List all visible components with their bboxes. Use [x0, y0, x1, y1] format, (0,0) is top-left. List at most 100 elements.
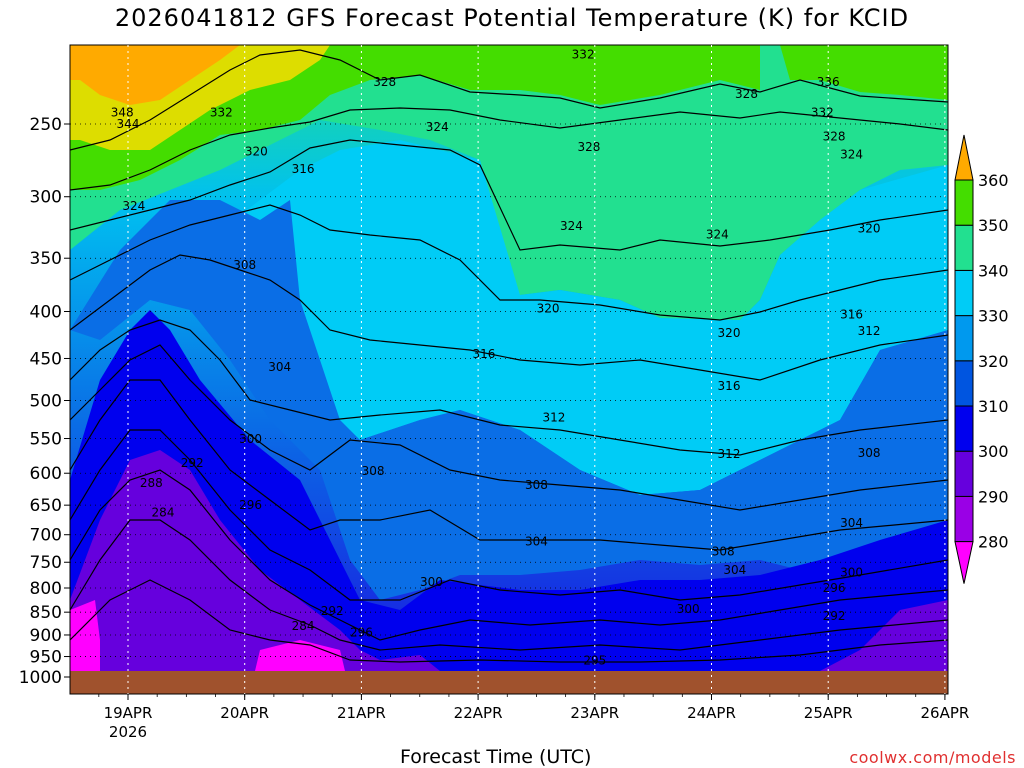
contour-label: 284	[152, 505, 175, 519]
contour-label: 312	[858, 324, 881, 338]
colorbar-band	[954, 269, 974, 317]
x-axis-label: Forecast Time (UTC)	[400, 746, 592, 768]
contour-label: 316	[718, 379, 741, 393]
contour-label: 328	[373, 75, 396, 89]
gridlines	[70, 45, 948, 694]
x-tick-label: 24APR	[687, 704, 736, 722]
contour-label: 308	[362, 464, 385, 478]
contour-label: 300	[239, 432, 262, 446]
y-tick-label: 550	[30, 430, 62, 450]
colorbar-band	[954, 179, 974, 226]
contour-label: 288	[140, 476, 163, 490]
contour-label: 324	[706, 228, 729, 242]
x-tick-label: 19APR	[104, 704, 153, 722]
contour-label: 336	[817, 75, 840, 89]
contour-label: 320	[718, 326, 741, 340]
colorbar-label: 300	[978, 442, 1009, 461]
contour-label: 312	[543, 411, 566, 425]
y-tick-label: 800	[30, 579, 62, 599]
contour-label: 328	[823, 130, 846, 144]
contour-label: 312	[718, 447, 741, 461]
y-tick-label: 300	[30, 188, 62, 208]
colorbar-label: 280	[978, 533, 1009, 552]
fill-300-310	[70, 200, 948, 600]
contour-label: 308	[858, 446, 881, 460]
contour-label: 328	[735, 87, 758, 101]
contour-label: 316	[292, 162, 315, 176]
x-axis: 19APR 20APR 21APR 22APR 23APR 24APR 25APR 26APR…	[98, 694, 969, 741]
colorbar-label: 320	[978, 352, 1009, 371]
contour-label: 320	[858, 222, 881, 236]
contour-label: 324	[426, 120, 449, 134]
colorbar: 280 290 300 310 320 330 340 350 360	[954, 134, 1009, 584]
contour-label: 284	[292, 619, 315, 633]
contour-label: 304	[268, 360, 291, 374]
y-axis: 250 300 350 400 450 500 550 600 650 700 750 800 850 9…	[19, 115, 70, 688]
contour-label: 328	[578, 140, 601, 154]
fill-350-360	[70, 45, 240, 105]
colorbar-band	[954, 315, 974, 362]
y-tick-label: 350	[30, 249, 62, 269]
y-tick-label: 250	[30, 115, 62, 135]
colorbar-label: 310	[978, 397, 1009, 416]
contour-label: 324	[122, 199, 145, 213]
contour-label: 344	[117, 117, 140, 131]
chart-title: 2026041812 GFS Forecast Potential Temper…	[114, 4, 910, 32]
colorbar-band	[954, 405, 974, 452]
y-tick-label: 500	[30, 392, 62, 412]
contour-label: 304	[840, 516, 863, 530]
contour-label: 292	[823, 609, 846, 623]
contour-label: 308	[712, 544, 735, 558]
y-tick-label: 850	[30, 603, 62, 623]
contour-label: 304	[525, 535, 548, 549]
contour-label: 308	[525, 478, 548, 492]
y-tick-label: 750	[30, 553, 62, 573]
colorbar-label: 350	[978, 216, 1009, 235]
contour-label: 296	[350, 626, 373, 640]
contour-label: 332	[811, 106, 834, 120]
fill-280-290	[70, 450, 440, 671]
contour-label: 316	[840, 307, 863, 321]
x-year-label: 2026	[109, 723, 147, 741]
fill-330-340-right	[780, 45, 948, 100]
contour-label: 295	[583, 654, 606, 668]
contour-label: 320	[537, 301, 560, 315]
x-tick-label: 22APR	[454, 704, 503, 722]
colorbar-label: 290	[978, 487, 1009, 506]
contour-label: 324	[840, 148, 863, 162]
ground-strip	[70, 671, 948, 694]
x-tick-label: 20APR	[220, 704, 269, 722]
y-tick-label: 900	[30, 626, 62, 646]
fill-280-290-right	[820, 600, 948, 671]
contour-label: 332	[210, 106, 233, 120]
colorbar-band	[954, 224, 974, 271]
fill-290-300	[70, 310, 948, 671]
colorbar-label: 330	[978, 307, 1009, 326]
contour-label: 304	[723, 563, 746, 577]
contour-label: 300	[420, 575, 443, 589]
y-tick-label: 600	[30, 464, 62, 484]
contour-label: 300	[840, 566, 863, 580]
contour-label: 292	[181, 456, 204, 470]
y-tick-label: 450	[30, 349, 62, 369]
fill-310-320	[200, 140, 948, 495]
plot-frame	[69, 44, 949, 695]
x-tick-label: 26APR	[920, 704, 969, 722]
colorbar-top-arrow	[954, 134, 974, 181]
contour-label: 324	[560, 219, 583, 233]
contour-label: 308	[233, 258, 256, 272]
colorbar-band	[954, 495, 974, 543]
y-tick-label: 700	[30, 526, 62, 546]
credit-link[interactable]: coolwx.com/models	[849, 748, 1016, 767]
plot-fills	[70, 45, 948, 671]
contour-label: 292	[321, 604, 344, 618]
contour-label: 332	[572, 47, 595, 61]
contour-label: 300	[677, 602, 700, 616]
colorbar-label: 340	[978, 261, 1009, 280]
y-tick-label: 950	[30, 648, 62, 668]
y-tick-label: 650	[30, 496, 62, 516]
contour-label: 296	[823, 581, 846, 595]
contour-label: 316	[472, 347, 495, 361]
